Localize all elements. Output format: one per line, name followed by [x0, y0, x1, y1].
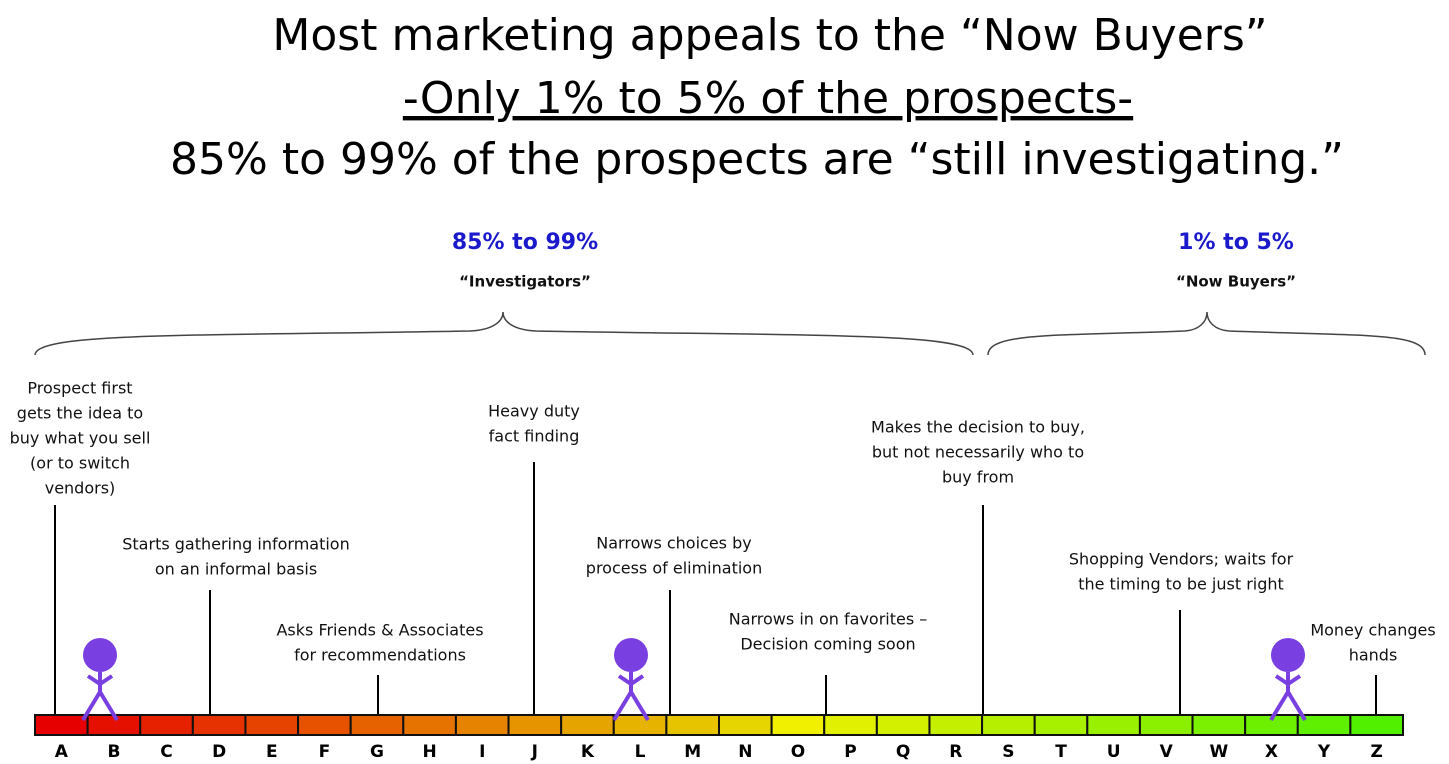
segment	[1033, 714, 1089, 736]
segment	[665, 714, 721, 736]
head	[1271, 638, 1305, 672]
segment	[34, 714, 89, 736]
letter: L	[635, 742, 646, 762]
segment	[718, 714, 773, 736]
stage-text: hands	[1349, 646, 1398, 665]
segment	[1191, 714, 1247, 736]
stage-text: (or to switch	[30, 454, 130, 473]
stage-text: vendors)	[45, 479, 116, 498]
segment	[454, 714, 510, 736]
letter: A	[55, 742, 69, 762]
stage-text: Heavy duty	[488, 402, 580, 421]
letter: I	[479, 742, 485, 762]
body	[612, 672, 650, 722]
stage-text: on an informal basis	[155, 560, 317, 579]
stage-text: Narrows in on favorites –	[729, 610, 928, 629]
stage-text: Decision coming soon	[740, 635, 915, 654]
letter: E	[266, 742, 278, 762]
letter: H	[422, 742, 436, 762]
letter: R	[949, 742, 962, 762]
body	[81, 672, 119, 722]
stage-text: Shopping Vendors; waits for	[1069, 550, 1294, 569]
stick-figure	[612, 638, 650, 722]
group-percent: 85% to 99%	[452, 230, 598, 255]
body	[1269, 672, 1307, 722]
stage-text: Asks Friends & Associates	[276, 621, 483, 640]
segment	[1138, 714, 1194, 736]
brace	[34, 311, 974, 356]
group-label: “Investigators”	[459, 273, 591, 291]
letter: B	[107, 742, 120, 762]
segment	[770, 714, 826, 736]
stages: Prospect first gets the idea to buy what y…	[10, 379, 1436, 715]
letter: V	[1160, 742, 1174, 762]
segment	[1349, 714, 1405, 736]
segment	[244, 714, 300, 736]
letter: Q	[896, 742, 910, 762]
group-label: “Now Buyers”	[1176, 273, 1296, 291]
stage-text: Makes the decision to buy,	[871, 418, 1085, 437]
stage-text: the timing to be just right	[1078, 575, 1284, 594]
stick-figure	[81, 638, 119, 722]
letter: U	[1107, 742, 1121, 762]
title-line: -Only 1% to 5% of the prospects-	[403, 73, 1133, 124]
segment	[349, 714, 405, 736]
segment	[139, 714, 194, 736]
segment	[928, 714, 984, 736]
segment	[823, 714, 878, 736]
segment	[612, 714, 668, 736]
letter: K	[581, 742, 595, 762]
brace	[987, 311, 1426, 356]
stage-text: buy what you sell	[10, 429, 151, 448]
stage-text: Money changes	[1310, 621, 1435, 640]
letter: P	[844, 742, 856, 762]
stick-figure	[1269, 638, 1307, 722]
stage-text: Narrows choices by	[596, 534, 751, 553]
group-percent: 1% to 5%	[1178, 230, 1294, 255]
stage-text: buy from	[942, 468, 1014, 487]
segment	[981, 714, 1036, 736]
segment	[1086, 714, 1141, 736]
letter: N	[738, 742, 752, 762]
letter: T	[1055, 742, 1067, 762]
head	[614, 638, 648, 672]
segment	[560, 714, 615, 736]
stage-text: fact finding	[489, 427, 580, 446]
stage-text: process of elimination	[586, 559, 762, 578]
segment	[297, 714, 352, 736]
stage-text: Prospect first	[27, 379, 132, 398]
letter: O	[791, 742, 805, 762]
letter: G	[370, 742, 384, 762]
letter: D	[212, 742, 226, 762]
segment	[191, 714, 247, 736]
timeline: A B C D E F G H I J K L M N O P Q R S T U V W X Y Z	[34, 714, 1405, 762]
figures	[81, 638, 1307, 722]
title-line: 85% to 99% of the prospects are “still i…	[170, 134, 1344, 185]
letter: W	[1209, 742, 1228, 762]
segment	[507, 714, 563, 736]
title-line: Most marketing appeals to the “Now Buyer…	[272, 10, 1267, 61]
stage-text: for recommendations	[294, 646, 466, 665]
stage-text: but not necessarily who to	[872, 443, 1084, 462]
letter: Y	[1317, 742, 1331, 762]
stage-text: Starts gathering information	[122, 535, 349, 554]
letter: F	[319, 742, 331, 762]
letter: J	[531, 742, 538, 762]
letter: S	[1002, 742, 1014, 762]
segment	[875, 714, 931, 736]
letter: X	[1265, 742, 1278, 762]
letter: C	[160, 742, 172, 762]
stage-text: gets the idea to	[17, 404, 143, 423]
letter: M	[684, 742, 701, 762]
segment	[402, 714, 457, 736]
head	[83, 638, 117, 672]
letter: Z	[1371, 742, 1383, 762]
